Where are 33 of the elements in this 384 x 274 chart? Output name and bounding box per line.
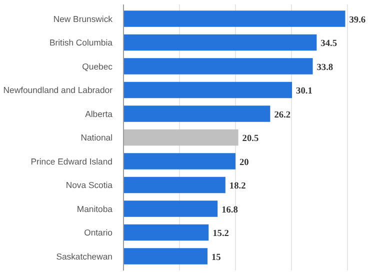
- bar: [124, 176, 226, 194]
- bar: [124, 153, 236, 170]
- y-tick-label: Quebec: [82, 61, 114, 72]
- y-tick-label: Alberta: [85, 108, 113, 119]
- y-tick-label: Prince Edward Island: [30, 156, 113, 166]
- bar: [124, 248, 208, 264]
- data-label: 39.6: [349, 15, 366, 26]
- bar: [124, 34, 317, 51]
- y-tick-label: Ontario: [84, 228, 113, 238]
- data-label: 15.2: [212, 229, 230, 239]
- bar: [124, 200, 218, 217]
- y-tick-label: Manitoba: [76, 204, 113, 214]
- data-label: 20.5: [242, 134, 259, 144]
- bar: [124, 224, 209, 241]
- data-label: 18.2: [229, 182, 246, 192]
- bar: [124, 10, 346, 27]
- y-tick-label: New Brunswick: [53, 14, 114, 24]
- data-label: 34.5: [320, 39, 338, 49]
- y-tick-label: Newfoundland and Labrador: [3, 85, 113, 95]
- y-tick-label: National: [80, 132, 113, 142]
- data-label: 30.1: [296, 86, 313, 96]
- y-tick-label: British Columbia: [49, 38, 113, 48]
- data-label: 20: [239, 158, 250, 168]
- data-label: 15: [211, 252, 222, 263]
- bar: [124, 58, 313, 74]
- data-label: 26.2: [274, 110, 291, 120]
- data-label: 16.8: [222, 205, 238, 216]
- bar: [124, 82, 292, 98]
- bar: [124, 129, 238, 146]
- y-tick-label: Saskatchewan: [56, 251, 113, 262]
- y-tick-label: Nova Scotia: [66, 180, 113, 190]
- bar: [124, 106, 270, 122]
- data-label: 33.8: [316, 62, 334, 73]
